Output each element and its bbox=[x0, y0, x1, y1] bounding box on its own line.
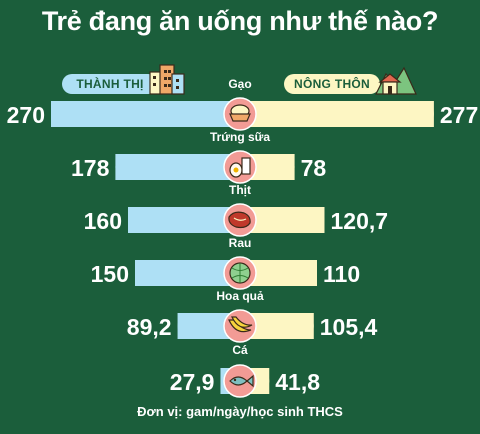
value-label-rural: 110 bbox=[323, 261, 360, 287]
value-label-rural: 105,4 bbox=[320, 314, 378, 340]
fish-icon bbox=[229, 374, 254, 388]
value-label-urban: 89,2 bbox=[127, 314, 172, 340]
value-label-urban: 178 bbox=[71, 155, 110, 181]
value-label-urban: 160 bbox=[84, 208, 122, 234]
unit-note: Đơn vị: gam/ngày/học sinh THCS bbox=[137, 404, 343, 419]
banana-icon bbox=[228, 316, 253, 333]
category-label: Cá bbox=[232, 343, 248, 357]
category-label: Gạo bbox=[228, 77, 251, 91]
value-label-rural: 78 bbox=[301, 155, 327, 181]
category-label: Trứng sữa bbox=[210, 130, 270, 144]
legend-rural-label: NÔNG THÔN bbox=[284, 74, 380, 94]
rice-bowl-icon bbox=[229, 104, 251, 122]
value-label-rural: 277 bbox=[440, 102, 478, 128]
value-label-urban: 270 bbox=[7, 102, 45, 128]
value-label-rural: 41,8 bbox=[275, 369, 320, 395]
countryside-house-icon bbox=[375, 66, 417, 95]
bar-rural bbox=[240, 101, 434, 127]
page-title: Trẻ đang ăn uống như thế nào? bbox=[41, 6, 439, 36]
egg-milk-icon bbox=[229, 157, 251, 178]
legend-urban-label: THÀNH THỊ bbox=[62, 74, 158, 94]
value-label-urban: 150 bbox=[91, 261, 129, 287]
category-label: Rau bbox=[229, 236, 252, 250]
bar-urban bbox=[51, 101, 240, 127]
cabbage-icon bbox=[229, 262, 251, 284]
city-buildings-icon bbox=[149, 64, 185, 95]
value-label-rural: 120,7 bbox=[330, 208, 388, 234]
value-label-urban: 27,9 bbox=[170, 369, 215, 395]
meat-icon bbox=[228, 211, 251, 229]
category-label: Hoa quả bbox=[216, 289, 264, 303]
category-label: Thịt bbox=[229, 183, 251, 197]
